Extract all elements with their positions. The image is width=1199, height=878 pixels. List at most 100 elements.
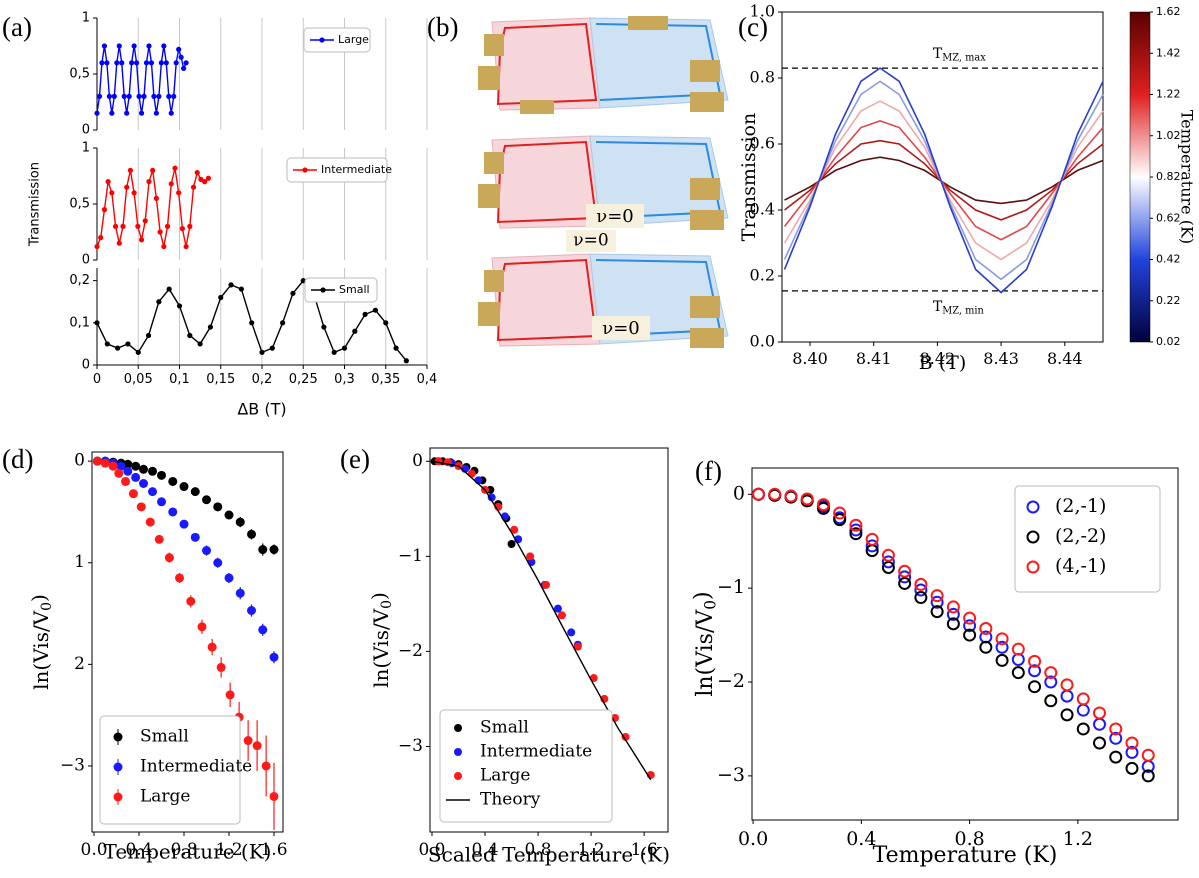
data-point [1093,736,1107,750]
data-point [487,493,496,502]
legend-marker [320,287,326,293]
data-point [139,478,149,488]
x-axis-label: Temperature (K) [104,840,272,864]
data-point [243,736,253,746]
legend-label: Intermediate [140,757,252,777]
colorbar-tick-label: 0.62 [1156,211,1181,224]
data-point [383,320,389,326]
label-box [566,230,616,252]
x-tick-label: 0.4 [846,828,876,850]
data-point [125,341,131,347]
contact [478,302,500,326]
x-tick-label: 0.8 [954,828,984,850]
data-point [164,553,174,563]
data-point [1093,717,1107,731]
legend-marker [113,792,123,802]
y-tick-label: −3 [60,755,85,775]
data-point [946,600,960,614]
data-point [1141,769,1155,783]
colorbar-tick-label: 0.42 [1156,253,1181,266]
data-point [218,294,224,301]
data-point [914,583,928,597]
data-point [94,320,100,326]
x-tick-label: 8.44 [1047,349,1083,368]
data-point [134,60,140,66]
y-tick-label: 0.2 [750,266,775,285]
legend-box [99,715,241,825]
data-point [126,93,132,99]
data-point [154,534,164,544]
data-point [258,545,268,555]
x-axis-label: ΔB (T) [237,400,286,419]
data-point [138,110,145,116]
x-tick-label: 0,1 [169,372,190,387]
data-point [979,622,993,636]
data-point [135,223,141,229]
x-tick-label: 1.2 [215,840,242,860]
data-point [833,513,847,527]
data-point [1060,678,1074,692]
panel-label: (b) [427,12,458,42]
y-axis-label-part: 0 [701,600,719,610]
data-point [1109,722,1123,736]
data-point [146,43,152,49]
data-point [157,497,167,507]
region-right [589,17,729,109]
plot-frame [781,11,1104,343]
chart: 0 1 2 −3 0.0 0.4 0.8 1.2 1.6 Small Intermediate Lar… [60,451,288,860]
y-axis-label: ln(Vis/V0) [26,594,55,690]
data-point [1028,664,1042,678]
y-axis-label-part: ln(Vis/V [369,608,393,688]
y-tick-label: −2 [398,641,423,661]
data-point [914,577,928,591]
data-point [1011,666,1025,680]
legend-marker [454,748,462,756]
data-point [124,184,130,190]
legend-marker [454,772,462,780]
data-point [261,761,271,771]
data-point [179,482,189,492]
data-point [202,495,212,505]
data-point [930,605,944,619]
data-point [194,170,200,176]
data-point [768,487,782,501]
data-point [176,46,182,52]
contact [484,152,504,174]
data-point [247,529,257,539]
y-axis-label-part: ln(Vis/V [693,609,718,697]
data-point [510,525,519,534]
data-point [849,527,863,541]
data-point [507,540,516,548]
data-point [138,237,145,243]
annotation-part: MZ, max [942,52,986,63]
data-point [190,487,200,497]
data-point [1076,703,1090,717]
data-point [100,458,110,468]
data-point [914,591,928,605]
data-point [228,282,234,288]
x-tick-label: 0,2 [252,372,273,387]
contact [478,184,500,208]
colorbar-tick-label: 1.42 [1156,46,1181,59]
data-point [112,223,119,229]
series-line [96,167,209,247]
data-point [865,532,879,546]
y-axis-label-part: 0 [39,602,55,611]
x-tick-label: 0,15 [206,372,235,387]
contact [690,328,724,348]
y-tick-label: 0.6 [750,134,775,153]
data-point [131,43,137,49]
data-point [1044,675,1058,689]
data-point [621,732,630,741]
data-point [164,223,171,229]
chart: 0 0,5 1 Intermediate [69,141,428,268]
contact [690,296,720,318]
legend-marker [113,762,123,772]
data-point [105,179,111,185]
data-point [1076,692,1090,706]
data-point [1125,761,1139,775]
legend-box [439,709,613,823]
data-point [1109,750,1123,764]
data-point [176,190,182,196]
data-point [202,546,212,556]
